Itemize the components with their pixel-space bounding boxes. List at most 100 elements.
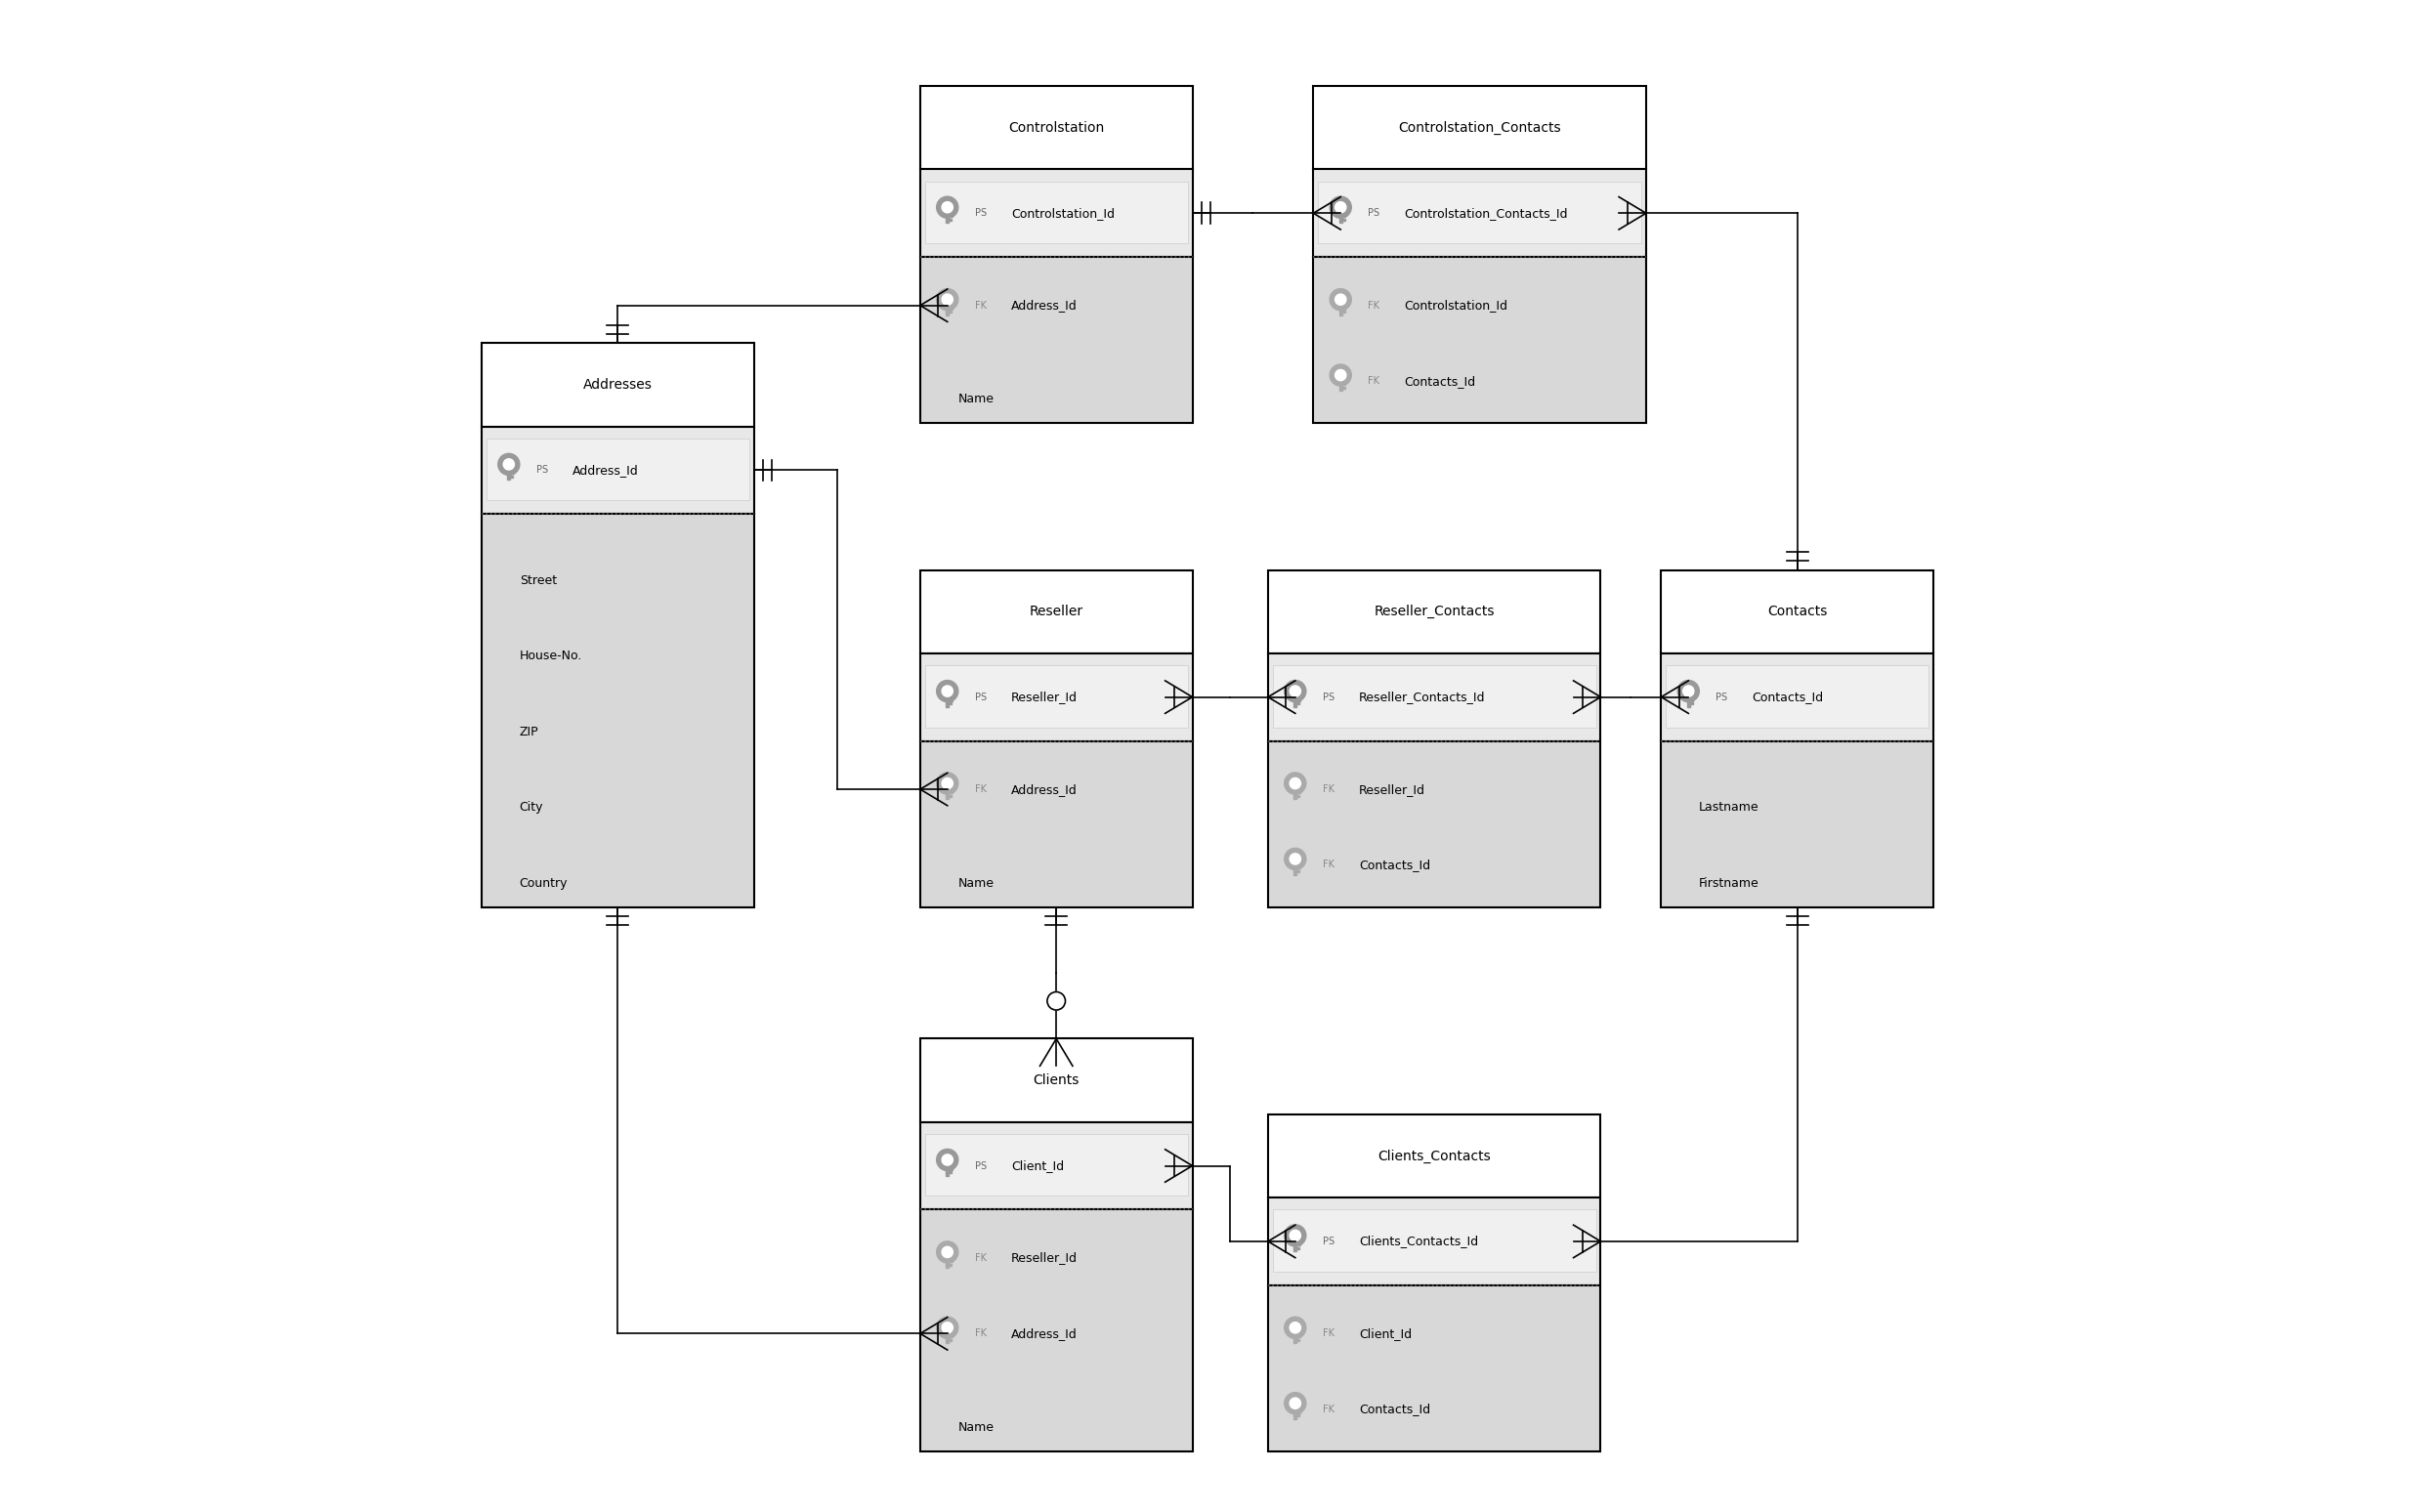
- Text: Controlstation_Id: Controlstation_Id: [1403, 299, 1507, 311]
- Circle shape: [937, 1317, 959, 1338]
- Text: Reseller_Id: Reseller_Id: [1012, 1252, 1077, 1264]
- Bar: [947, 689, 949, 708]
- Text: Contacts_Id: Contacts_Id: [1360, 1403, 1430, 1415]
- Bar: [949, 1335, 952, 1338]
- Bar: [1686, 689, 1690, 708]
- FancyBboxPatch shape: [920, 1122, 1193, 1210]
- FancyBboxPatch shape: [1268, 1198, 1601, 1285]
- Text: Client_Id: Client_Id: [1360, 1328, 1413, 1340]
- FancyBboxPatch shape: [920, 1210, 1193, 1452]
- Bar: [949, 1259, 952, 1263]
- Bar: [947, 206, 949, 224]
- Circle shape: [1048, 992, 1065, 1010]
- Bar: [1338, 206, 1343, 224]
- FancyBboxPatch shape: [481, 343, 753, 426]
- Text: Name: Name: [959, 393, 995, 405]
- Circle shape: [942, 201, 954, 213]
- Circle shape: [1285, 680, 1307, 702]
- Circle shape: [1285, 773, 1307, 794]
- Circle shape: [1335, 369, 1345, 381]
- FancyBboxPatch shape: [1319, 181, 1642, 243]
- Bar: [1343, 387, 1345, 389]
- Circle shape: [942, 1321, 954, 1334]
- Circle shape: [937, 1241, 959, 1263]
- Text: PS: PS: [1715, 692, 1727, 702]
- Circle shape: [1335, 293, 1345, 305]
- Circle shape: [1335, 201, 1345, 213]
- Circle shape: [1290, 1397, 1302, 1409]
- Circle shape: [942, 293, 954, 305]
- FancyBboxPatch shape: [1268, 1114, 1601, 1198]
- Circle shape: [1683, 685, 1693, 697]
- FancyBboxPatch shape: [920, 653, 1193, 741]
- Bar: [1297, 1411, 1299, 1414]
- Circle shape: [942, 1154, 954, 1166]
- Text: Client_Id: Client_Id: [1012, 1160, 1063, 1172]
- Text: Contacts_Id: Contacts_Id: [1360, 859, 1430, 871]
- Text: Firstname: Firstname: [1700, 877, 1758, 889]
- Bar: [1297, 1340, 1299, 1341]
- Text: Clients_Contacts_Id: Clients_Contacts_Id: [1360, 1235, 1478, 1247]
- Text: Address_Id: Address_Id: [572, 464, 638, 476]
- Bar: [949, 215, 952, 218]
- Text: FK: FK: [1367, 376, 1379, 386]
- FancyBboxPatch shape: [920, 741, 1193, 907]
- Text: Street: Street: [519, 575, 555, 587]
- Circle shape: [937, 773, 959, 794]
- Text: Reseller_Id: Reseller_Id: [1360, 783, 1425, 795]
- Circle shape: [1285, 1393, 1307, 1414]
- Circle shape: [937, 680, 959, 702]
- Bar: [949, 791, 952, 794]
- Bar: [949, 1264, 952, 1266]
- FancyBboxPatch shape: [925, 665, 1188, 727]
- Circle shape: [942, 685, 954, 697]
- Circle shape: [502, 458, 514, 470]
- Circle shape: [1290, 777, 1302, 789]
- Text: Name: Name: [959, 877, 995, 889]
- Bar: [947, 1158, 949, 1176]
- Bar: [1343, 215, 1345, 218]
- Text: Reseller_Id: Reseller_Id: [1012, 691, 1077, 703]
- Bar: [1294, 1402, 1297, 1418]
- Bar: [949, 219, 952, 221]
- Bar: [949, 307, 952, 310]
- FancyBboxPatch shape: [1273, 1210, 1596, 1272]
- Circle shape: [1290, 1321, 1302, 1334]
- FancyBboxPatch shape: [920, 169, 1193, 257]
- FancyBboxPatch shape: [1662, 653, 1934, 741]
- FancyBboxPatch shape: [925, 181, 1188, 243]
- FancyBboxPatch shape: [1314, 257, 1647, 423]
- Bar: [1343, 383, 1345, 386]
- Bar: [947, 298, 949, 316]
- Text: FK: FK: [1323, 1405, 1333, 1414]
- Text: Controlstation_Id: Controlstation_Id: [1012, 207, 1113, 219]
- FancyBboxPatch shape: [1268, 1285, 1601, 1452]
- Text: FK: FK: [976, 1253, 985, 1263]
- Bar: [1297, 866, 1299, 869]
- Circle shape: [1331, 289, 1352, 310]
- FancyBboxPatch shape: [1314, 86, 1647, 169]
- Text: Address_Id: Address_Id: [1012, 299, 1077, 311]
- Text: Lastname: Lastname: [1700, 801, 1758, 813]
- Text: Controlstation: Controlstation: [1009, 121, 1104, 135]
- FancyBboxPatch shape: [920, 257, 1193, 423]
- Text: PS: PS: [976, 692, 985, 702]
- Text: Address_Id: Address_Id: [1012, 1328, 1077, 1340]
- FancyBboxPatch shape: [920, 86, 1193, 169]
- Bar: [1294, 782, 1297, 800]
- FancyBboxPatch shape: [481, 514, 753, 907]
- FancyBboxPatch shape: [485, 438, 749, 500]
- Bar: [949, 795, 952, 797]
- Circle shape: [497, 454, 519, 475]
- Bar: [1297, 1247, 1299, 1249]
- Text: FK: FK: [1323, 860, 1333, 869]
- Bar: [1297, 791, 1299, 794]
- Text: PS: PS: [536, 466, 548, 475]
- FancyBboxPatch shape: [1662, 741, 1934, 907]
- Bar: [1297, 871, 1299, 872]
- FancyBboxPatch shape: [1666, 665, 1930, 727]
- Bar: [507, 463, 510, 481]
- Bar: [1338, 298, 1343, 316]
- FancyBboxPatch shape: [481, 426, 753, 514]
- Circle shape: [942, 1246, 954, 1258]
